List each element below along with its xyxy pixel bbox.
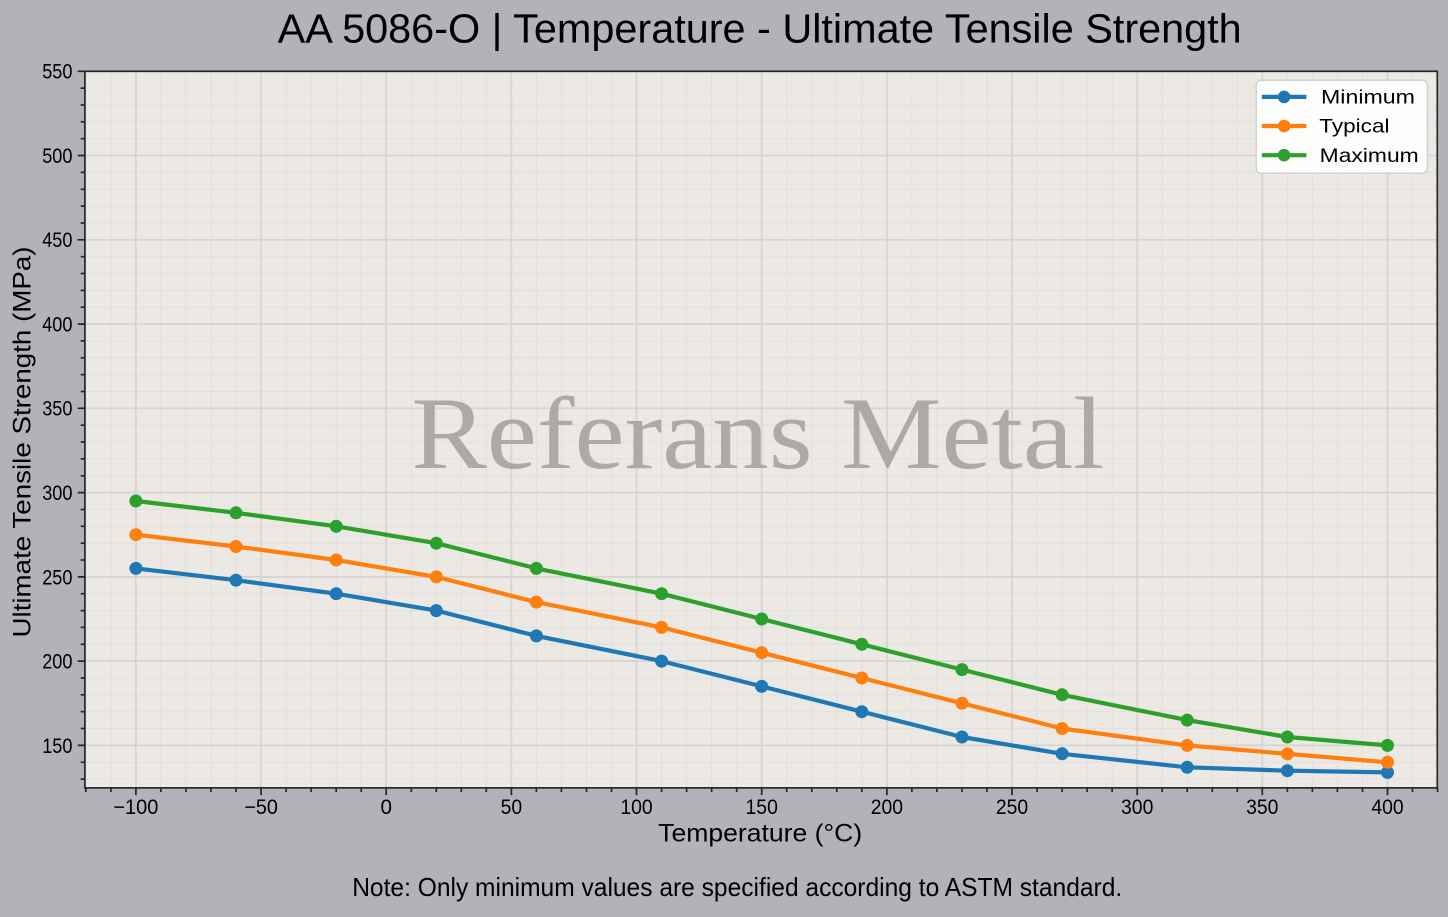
svg-text:400: 400 (42, 314, 72, 337)
svg-text:150: 150 (746, 796, 778, 819)
svg-text:Ultimate Tensile Strength (MPa: Ultimate Tensile Strength (MPa) (10, 247, 37, 638)
svg-text:350: 350 (42, 398, 72, 421)
svg-text:−50: −50 (244, 796, 278, 819)
svg-text:250: 250 (42, 566, 72, 589)
svg-text:550: 550 (42, 61, 72, 84)
svg-text:Temperature (°C): Temperature (°C) (658, 821, 862, 848)
svg-text:200: 200 (871, 796, 903, 819)
svg-text:450: 450 (42, 229, 72, 252)
svg-text:Referans Metal: Referans Metal (411, 377, 1104, 491)
svg-text:200: 200 (42, 651, 72, 674)
svg-text:500: 500 (42, 145, 72, 168)
svg-text:Note: Only minimum values are: Note: Only minimum values are specified … (352, 872, 1122, 902)
svg-text:350: 350 (1246, 796, 1278, 819)
svg-text:300: 300 (42, 482, 72, 505)
svg-text:150: 150 (42, 735, 72, 758)
svg-text:50: 50 (501, 796, 523, 819)
svg-text:400: 400 (1371, 796, 1403, 819)
svg-text:AA 5086-O | Temperature - Ulti: AA 5086-O | Temperature - Ultimate Tensi… (278, 6, 1242, 52)
svg-text:300: 300 (1121, 796, 1153, 819)
svg-text:Maximum: Maximum (1320, 146, 1419, 167)
svg-text:Minimum: Minimum (1321, 88, 1415, 109)
svg-text:−100: −100 (113, 796, 158, 819)
svg-text:Typical: Typical (1319, 117, 1389, 138)
svg-text:100: 100 (620, 796, 652, 819)
svg-text:250: 250 (996, 796, 1028, 819)
svg-text:0: 0 (380, 796, 392, 819)
